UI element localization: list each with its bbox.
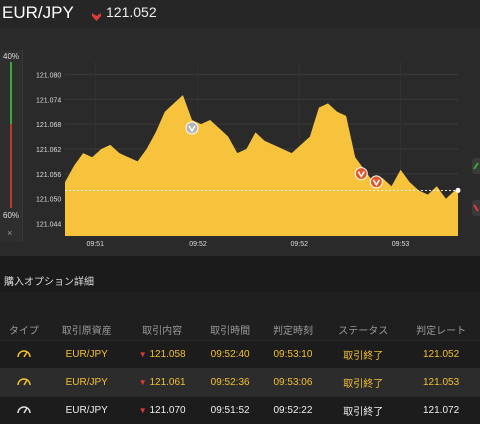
col-content: 取引内容 bbox=[126, 318, 199, 341]
row-time: 09:52:36 bbox=[199, 369, 262, 397]
y-tick-label: 121.080 bbox=[36, 72, 61, 79]
down-arrow-icon: ▼ bbox=[139, 378, 147, 387]
row-rate: 121.053 bbox=[402, 369, 480, 397]
table-row[interactable]: EUR/JPY ▼ 121.058 09:52:40 09:53:10 取引終了… bbox=[0, 341, 480, 369]
section-band bbox=[0, 292, 480, 318]
col-status: ステータス bbox=[324, 318, 402, 341]
down-arrow-icon: ▼ bbox=[139, 350, 147, 359]
row-judge-time: 09:53:06 bbox=[262, 369, 325, 397]
call-side-button[interactable] bbox=[472, 158, 480, 174]
trade-marker-settled[interactable] bbox=[186, 122, 198, 134]
down-arrow-icon bbox=[472, 200, 480, 216]
col-rate: 判定レート bbox=[402, 318, 480, 341]
table-row[interactable]: EUR/JPY ▼ 121.061 09:52:36 09:53:06 取引終了… bbox=[0, 369, 480, 397]
history-table: タイプ 取引原資産 取引内容 取引時間 判定時刻 ステータス 判定レート EUR… bbox=[0, 318, 480, 424]
row-rate: 121.052 bbox=[402, 341, 480, 369]
x-tick-label: 09:52 bbox=[189, 241, 207, 248]
x-tick-label: 09:52 bbox=[291, 241, 309, 248]
y-tick-label: 121.074 bbox=[36, 97, 61, 104]
row-asset: EUR/JPY bbox=[48, 341, 126, 369]
gauge-icon bbox=[0, 369, 48, 397]
y-tick-label: 121.056 bbox=[36, 172, 61, 179]
trade-marker-put[interactable] bbox=[370, 176, 382, 188]
table-header-row: タイプ 取引原資産 取引内容 取引時間 判定時刻 ステータス 判定レート bbox=[0, 318, 480, 341]
price-chart: 121.080 121.074 121.068 121.062 121.056 121.0… bbox=[0, 0, 480, 256]
col-time: 取引時間 bbox=[199, 318, 262, 341]
row-time: 09:52:40 bbox=[199, 341, 262, 369]
up-arrow-icon bbox=[472, 158, 480, 174]
row-status: 取引終了 bbox=[324, 341, 402, 369]
row-status: 取引終了 bbox=[324, 369, 402, 397]
row-content-value: 121.070 bbox=[149, 405, 185, 416]
y-tick-label: 121.050 bbox=[36, 197, 61, 204]
y-tick-label: 121.044 bbox=[36, 222, 61, 229]
col-type: タイプ bbox=[0, 318, 48, 341]
y-tick-label: 121.068 bbox=[36, 122, 61, 129]
x-tick-label: 09:51 bbox=[86, 241, 104, 248]
down-arrow-icon: ▼ bbox=[139, 406, 147, 415]
put-side-button[interactable] bbox=[472, 200, 480, 216]
row-judge-time: 09:53:10 bbox=[262, 341, 325, 369]
gauge-icon bbox=[0, 341, 48, 369]
x-tick-label: 09:53 bbox=[392, 241, 410, 248]
current-price-dot bbox=[456, 188, 461, 193]
col-judge-time: 判定時刻 bbox=[262, 318, 325, 341]
col-asset: 取引原資産 bbox=[48, 318, 126, 341]
row-content-value: 121.058 bbox=[149, 349, 185, 360]
row-content-value: 121.061 bbox=[149, 377, 185, 388]
y-tick-label: 121.062 bbox=[36, 147, 61, 154]
section-title: 購入オプション詳細 bbox=[4, 273, 94, 288]
row-content: ▼ 121.058 bbox=[126, 341, 199, 369]
row-content: ▼ 121.061 bbox=[126, 369, 199, 397]
row-asset: EUR/JPY bbox=[48, 369, 126, 397]
trade-marker-put[interactable] bbox=[355, 168, 367, 180]
price-area bbox=[65, 95, 458, 236]
